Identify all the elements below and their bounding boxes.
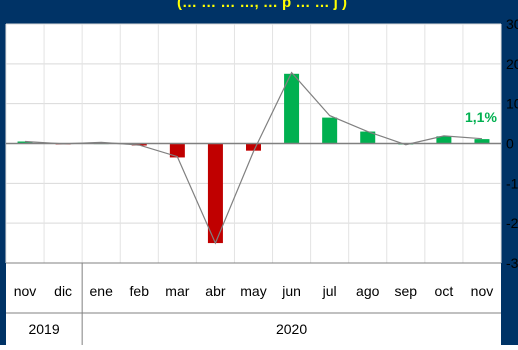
bar-0 xyxy=(17,141,33,144)
x-tick-label-6: may xyxy=(240,283,266,299)
x-tick-label-9: ago xyxy=(356,283,380,299)
x-tick-label-12: nov xyxy=(471,283,494,299)
bar-12 xyxy=(474,139,490,144)
bar-6 xyxy=(246,143,261,151)
year-label-0: 2019 xyxy=(28,321,59,337)
x-tick-label-10: sep xyxy=(395,283,418,299)
x-tick-label-7: jun xyxy=(281,283,301,299)
bar-5 xyxy=(207,143,223,244)
annotation-label: 1,1% xyxy=(465,109,497,125)
y-tick-label: 20 xyxy=(506,56,518,72)
header-text: (… … … …, … p … … j ) xyxy=(177,0,347,11)
y-tick-label: -10 xyxy=(506,175,518,191)
y-tick-label: -30 xyxy=(506,255,518,271)
bar-4 xyxy=(169,143,185,158)
x-tick-label-2: ene xyxy=(90,283,114,299)
x-tick-label-3: feb xyxy=(130,283,150,299)
y-tick-label: 0 xyxy=(506,136,514,152)
bar-7 xyxy=(284,73,300,144)
y-tick-label: -20 xyxy=(506,215,518,231)
x-tick-label-8: jul xyxy=(322,283,337,299)
x-tick-label-5: abr xyxy=(205,283,226,299)
bar-9 xyxy=(360,131,376,144)
x-tick-label-1: dic xyxy=(54,283,72,299)
bar-3 xyxy=(131,143,147,146)
trend-line xyxy=(24,71,483,245)
bar-8 xyxy=(322,117,338,144)
x-tick-label-4: mar xyxy=(165,283,189,299)
y-tick-label: 30 xyxy=(506,16,518,32)
bar-11 xyxy=(436,136,452,144)
x-tick-label-0: nov xyxy=(14,283,37,299)
year-label-1: 2020 xyxy=(276,321,307,337)
x-tick-label-11: oct xyxy=(435,283,454,299)
category-panel xyxy=(6,263,501,345)
y-tick-label: 10 xyxy=(506,96,518,112)
